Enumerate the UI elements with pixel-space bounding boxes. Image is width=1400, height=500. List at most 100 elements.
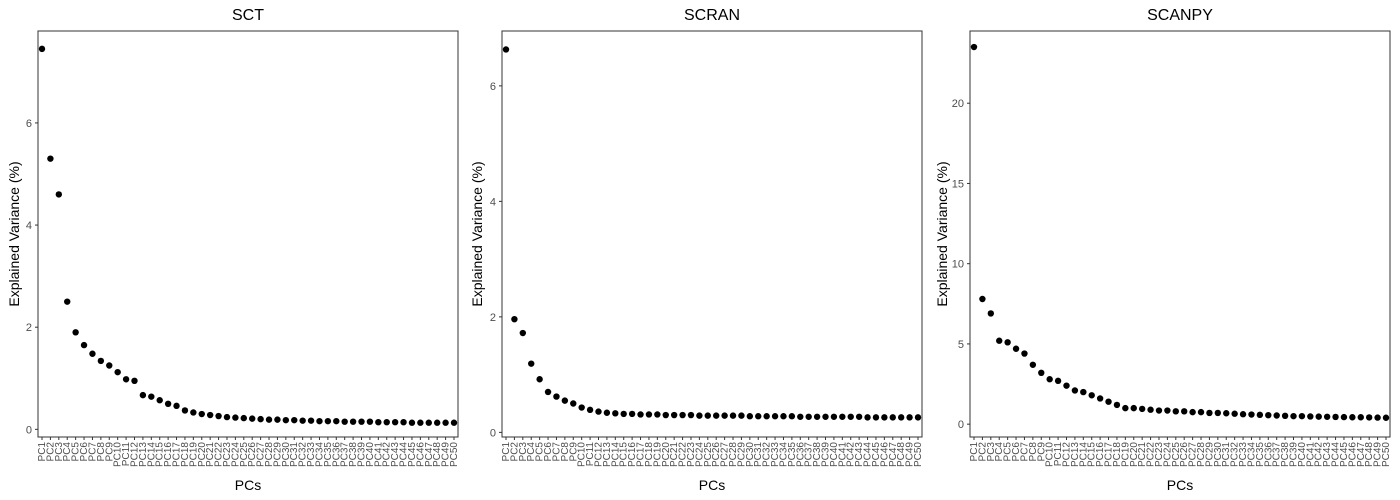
x-tick-label: PC34 — [1246, 442, 1257, 467]
x-tick-label: PC11 — [1053, 442, 1064, 467]
data-point — [1138, 405, 1146, 413]
x-tick-label: PC9 — [568, 442, 579, 462]
x-tick-label: PC8 — [560, 442, 571, 462]
x-axis-title: PCs — [699, 477, 725, 493]
data-point — [400, 418, 407, 426]
x-tick-label: PC12 — [1061, 442, 1072, 467]
y-tick-label: 4 — [26, 220, 32, 232]
data-point — [544, 388, 552, 396]
data-point — [889, 414, 896, 421]
data-point — [578, 404, 585, 411]
x-tick-label: PC32 — [762, 442, 773, 467]
data-point — [654, 411, 661, 418]
x-tick-label: PC12 — [129, 442, 140, 467]
data-point — [442, 419, 449, 426]
x-tick-label: PC43 — [1322, 442, 1333, 467]
data-point — [1349, 414, 1356, 421]
data-point — [1105, 398, 1112, 405]
x-tick-label: PC48 — [1364, 442, 1375, 467]
panel-title: SCT — [232, 7, 264, 24]
panel-scanpy: SCANPY05101520PC1PC2PC3PC4PC5PC6PC7PC8PC… — [934, 7, 1392, 493]
data-point — [502, 46, 510, 53]
data-point — [341, 418, 348, 425]
data-point — [433, 419, 441, 426]
data-point — [1021, 350, 1028, 357]
x-tick-label: PC3 — [54, 442, 65, 462]
x-tick-label: PC4 — [994, 442, 1005, 462]
data-point — [1155, 407, 1163, 414]
data-point — [1096, 395, 1104, 402]
data-point — [417, 419, 424, 426]
data-point — [586, 406, 594, 414]
x-tick-label: PC45 — [1339, 442, 1350, 467]
data-point — [645, 411, 653, 418]
data-point — [1323, 413, 1331, 420]
data-point — [822, 413, 829, 420]
x-tick-label: PC30 — [1213, 442, 1224, 467]
data-point — [299, 417, 306, 424]
data-point — [55, 191, 63, 198]
data-point — [64, 298, 71, 305]
x-tick-label: PC42 — [846, 442, 857, 467]
x-tick-label: PC46 — [1347, 442, 1358, 467]
x-tick-label: PC25 — [1171, 442, 1182, 467]
data-point — [1080, 388, 1087, 396]
data-point — [755, 413, 762, 420]
panel-border — [501, 30, 923, 438]
data-point — [771, 413, 779, 420]
data-point — [265, 416, 273, 423]
data-point — [1374, 414, 1381, 421]
x-tick-label: PC2 — [509, 442, 520, 462]
x-tick-label: PC49 — [905, 442, 916, 467]
x-tick-label: PC42 — [1314, 442, 1325, 467]
x-tick-label: PC32 — [1230, 442, 1241, 467]
data-point — [1298, 412, 1306, 420]
data-point — [1046, 376, 1053, 383]
data-point — [408, 419, 416, 426]
data-point — [746, 413, 754, 420]
x-tick-label: PC46 — [415, 442, 426, 467]
x-tick-label: PC50 — [1381, 442, 1392, 467]
x-tick-label: PC40 — [829, 442, 840, 467]
x-tick-label: PC25 — [703, 442, 714, 467]
y-tick-label: 6 — [26, 118, 32, 130]
x-tick-label: PC29 — [1204, 442, 1215, 467]
x-tick-label: PC15 — [619, 442, 630, 467]
data-point — [80, 341, 88, 349]
x-tick-label: PC9 — [104, 442, 115, 462]
data-point — [1071, 387, 1079, 394]
data-point — [366, 418, 374, 425]
data-point — [97, 357, 105, 365]
data-point — [232, 414, 239, 421]
x-tick-label: PC29 — [736, 442, 747, 467]
x-tick-label: PC22 — [678, 442, 689, 467]
x-tick-label: PC39 — [357, 442, 368, 467]
data-point — [383, 418, 390, 426]
data-point — [358, 418, 365, 425]
data-point — [1307, 413, 1314, 420]
x-tick-label: PC23 — [222, 442, 233, 467]
y-axis-title: Explained Variance (%) — [934, 161, 950, 306]
data-point — [391, 418, 399, 426]
data-point — [561, 397, 569, 404]
data-point — [181, 407, 189, 414]
x-tick-label: PC48 — [896, 442, 907, 467]
x-tick-label: PC18 — [1112, 442, 1123, 467]
data-point — [1197, 408, 1205, 416]
data-point — [797, 413, 804, 420]
x-tick-label: PC14 — [1078, 442, 1089, 467]
data-point — [164, 400, 172, 408]
x-tick-label: PC44 — [863, 442, 874, 467]
x-tick-label: PC40 — [1297, 442, 1308, 467]
x-tick-label: PC35 — [323, 442, 334, 467]
x-tick-label: PC27 — [1188, 442, 1199, 467]
x-tick-label: PC44 — [399, 442, 410, 467]
data-point — [89, 350, 96, 357]
x-tick-label: PC21 — [669, 442, 680, 467]
data-point — [1231, 410, 1238, 417]
data-point — [687, 411, 695, 419]
x-tick-label: PC20 — [661, 442, 672, 467]
y-tick-label: 6 — [490, 81, 496, 93]
y-tick-label: 15 — [952, 178, 964, 190]
x-tick-label: PC17 — [1104, 442, 1115, 467]
